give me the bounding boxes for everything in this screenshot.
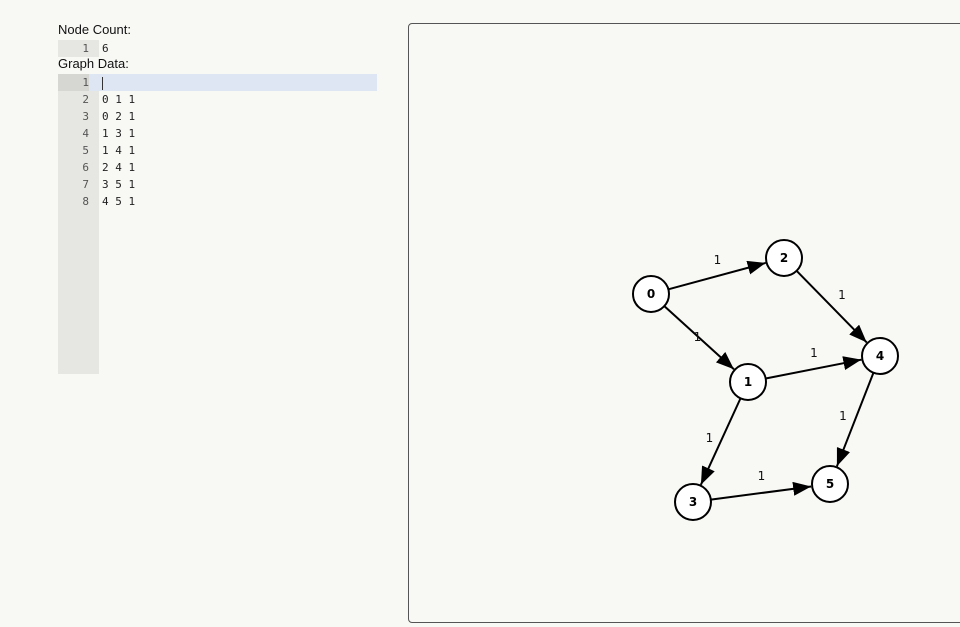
editor-line[interactable]: 8 4 5 1 [58, 193, 377, 210]
graph-canvas[interactable]: 1 1 1 1 1 1 1 0 1 2 3 4 5 [409, 24, 960, 622]
edge-weight-label: 1 [838, 288, 846, 302]
node-label: 2 [780, 251, 788, 265]
node-label: 1 [744, 375, 752, 389]
line-number: 6 [82, 161, 89, 174]
line-text: 1 4 1 [102, 144, 136, 157]
node-label: 0 [647, 287, 655, 301]
graph-data-editor[interactable]: 1 2 0 1 1 3 0 2 1 4 1 3 1 5 1 4 1 6 2 4 1 7 3 5 1 8 4 … [58, 74, 377, 374]
line-text [102, 74, 103, 91]
node-circle[interactable] [861, 337, 899, 375]
edge-weight-label: 1 [714, 253, 722, 267]
node-circle[interactable] [674, 483, 712, 521]
node-count-label: Node Count: [58, 22, 131, 37]
line-number-gutter [58, 74, 99, 374]
line-number-gutter [58, 40, 99, 57]
node-label: 5 [826, 477, 834, 491]
edge-1-3 [700, 397, 742, 486]
node-label: 3 [689, 495, 697, 509]
edge-1-4 [765, 356, 862, 380]
edge-weight-label: 1 [758, 469, 766, 483]
line-number: 7 [82, 178, 89, 191]
graph-node-0[interactable]: 0 [632, 275, 670, 313]
line-number: 2 [82, 93, 89, 106]
editor-line[interactable]: 7 3 5 1 [58, 176, 377, 193]
graph-data-label: Graph Data: [58, 56, 129, 71]
graph-node-1[interactable]: 1 [729, 363, 767, 401]
editor-line[interactable]: 6 2 4 1 [58, 159, 377, 176]
edge-4-5 [835, 372, 875, 467]
node-circle[interactable] [765, 239, 803, 277]
line-number: 4 [82, 127, 89, 140]
line-number: 5 [82, 144, 89, 157]
edge-weight-label: 1 [694, 330, 702, 344]
line-text: 0 1 1 [102, 93, 136, 106]
line-text: 1 3 1 [102, 127, 136, 140]
line-number: 1 [82, 42, 89, 55]
line-text: 3 5 1 [102, 178, 136, 191]
edge-2-4 [795, 270, 868, 344]
line-text: 4 5 1 [102, 195, 136, 208]
edge-0-1 [663, 305, 735, 370]
node-circle[interactable] [632, 275, 670, 313]
editor-line[interactable]: 2 0 1 1 [58, 91, 377, 108]
graph-canvas-panel[interactable]: 1 1 1 1 1 1 1 0 1 2 3 4 5 [408, 23, 960, 623]
editor-line[interactable]: 3 0 2 1 [58, 108, 377, 125]
line-text: 6 [102, 42, 109, 55]
line-text: 2 4 1 [102, 161, 136, 174]
graph-node-3[interactable]: 3 [674, 483, 712, 521]
node-label: 4 [876, 349, 884, 363]
edge-weight-label: 1 [839, 409, 847, 423]
graph-node-2[interactable]: 2 [765, 239, 803, 277]
editor-line[interactable]: 1 [58, 74, 377, 91]
line-number: 3 [82, 110, 89, 123]
node-circle[interactable] [729, 363, 767, 401]
editor-line[interactable]: 4 1 3 1 [58, 125, 377, 142]
editor-line[interactable]: 5 1 4 1 [58, 142, 377, 159]
edge-weight-label: 1 [706, 431, 714, 445]
graph-node-5[interactable]: 5 [811, 465, 849, 503]
edge-0-2 [668, 260, 766, 291]
node-circle[interactable] [811, 465, 849, 503]
line-number: 1 [58, 74, 89, 91]
graph-node-4[interactable]: 4 [861, 337, 899, 375]
line-text: 0 2 1 [102, 110, 136, 123]
edge-weight-label: 1 [810, 346, 818, 360]
line-number: 8 [82, 195, 89, 208]
text-cursor [102, 76, 103, 90]
edge-3-5 [710, 481, 812, 501]
